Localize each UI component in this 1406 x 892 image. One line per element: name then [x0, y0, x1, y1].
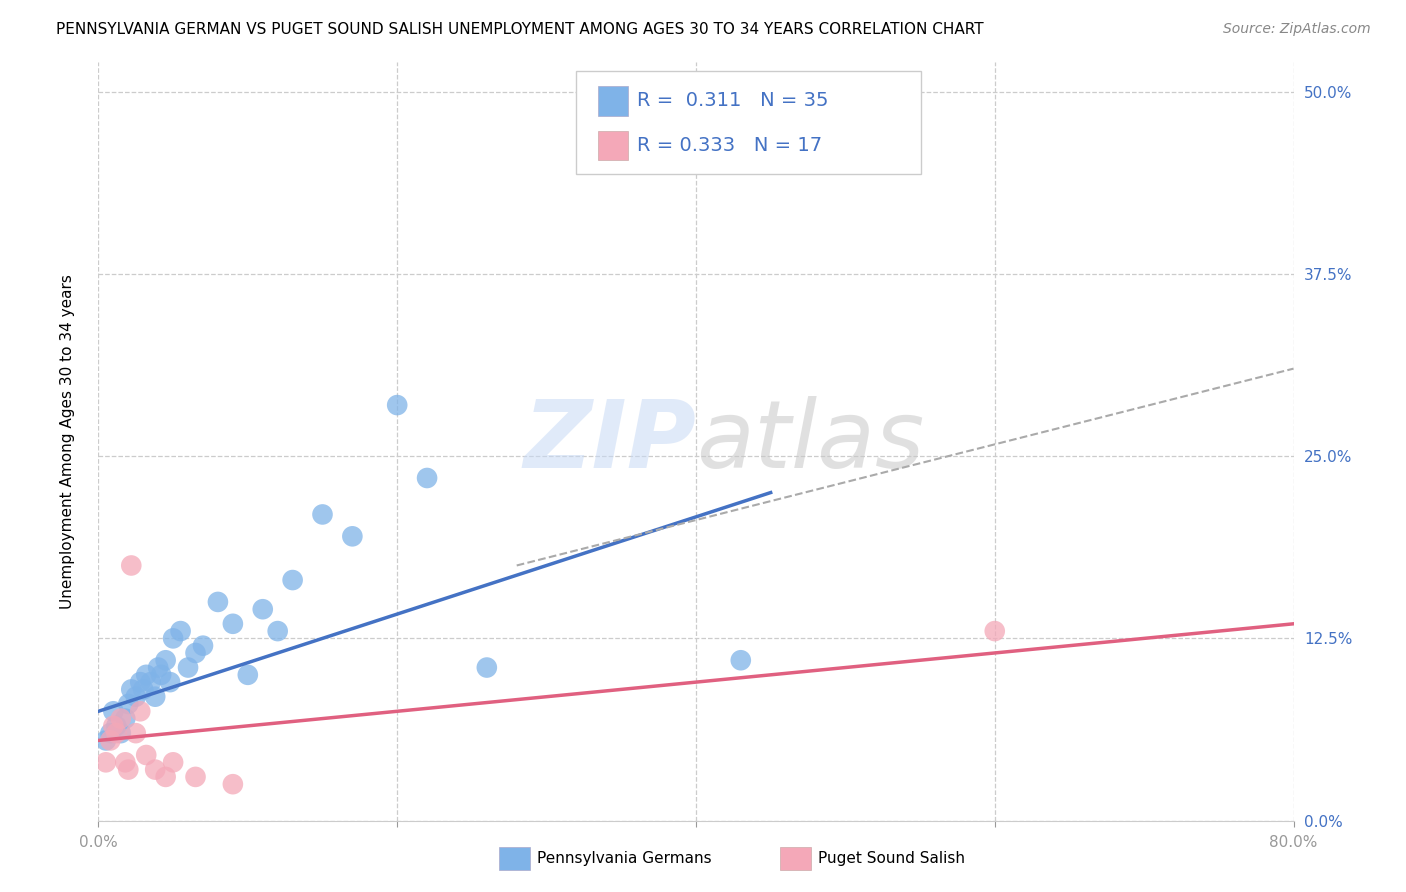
Point [169, 624, 191, 639]
Point [342, 529, 364, 543]
Point [150, 668, 173, 682]
Text: Source: ZipAtlas.com: Source: ZipAtlas.com [1223, 22, 1371, 37]
Point [385, 398, 409, 412]
Point [129, 704, 152, 718]
Point [191, 639, 214, 653]
Point [117, 763, 139, 777]
Text: ZIP: ZIP [523, 395, 696, 488]
Point [162, 632, 184, 646]
Point [114, 756, 136, 770]
Point [155, 653, 177, 667]
Point [162, 756, 184, 770]
Point [98, 733, 122, 747]
Point [143, 763, 166, 777]
Point [125, 690, 148, 704]
Point [184, 770, 207, 784]
Point [148, 660, 170, 674]
Point [135, 668, 157, 682]
Point [120, 682, 142, 697]
Point [103, 704, 125, 718]
Point [222, 616, 245, 631]
Point [117, 697, 139, 711]
Point [730, 653, 752, 667]
Point [129, 675, 152, 690]
Point [222, 777, 245, 791]
Point [120, 558, 142, 573]
Point [110, 726, 132, 740]
Point [135, 747, 157, 762]
Text: R =  0.311   N = 35: R = 0.311 N = 35 [637, 91, 828, 111]
Point [105, 719, 128, 733]
Text: atlas: atlas [696, 396, 924, 487]
Point [184, 646, 207, 660]
Point [475, 660, 498, 674]
Point [252, 602, 274, 616]
Text: R = 0.333   N = 17: R = 0.333 N = 17 [637, 136, 823, 155]
Y-axis label: Unemployment Among Ages 30 to 34 years: Unemployment Among Ages 30 to 34 years [60, 274, 75, 609]
Point [125, 726, 148, 740]
Point [416, 471, 439, 485]
Text: Pennsylvania Germans: Pennsylvania Germans [537, 851, 711, 865]
Point [139, 675, 162, 690]
Point [155, 770, 177, 784]
Point [94, 756, 117, 770]
Point [177, 660, 200, 674]
Point [207, 595, 229, 609]
Point [94, 733, 117, 747]
Point [281, 573, 304, 587]
Point [110, 712, 132, 726]
Point [105, 726, 128, 740]
Point [267, 624, 290, 639]
Point [143, 690, 166, 704]
Point [311, 508, 333, 522]
Point [236, 668, 259, 682]
Point [98, 726, 122, 740]
Text: Puget Sound Salish: Puget Sound Salish [818, 851, 966, 865]
Point [132, 682, 155, 697]
Point [984, 624, 1007, 639]
Point [159, 675, 181, 690]
Point [103, 719, 125, 733]
Text: PENNSYLVANIA GERMAN VS PUGET SOUND SALISH UNEMPLOYMENT AMONG AGES 30 TO 34 YEARS: PENNSYLVANIA GERMAN VS PUGET SOUND SALIS… [56, 22, 984, 37]
Point [114, 712, 136, 726]
